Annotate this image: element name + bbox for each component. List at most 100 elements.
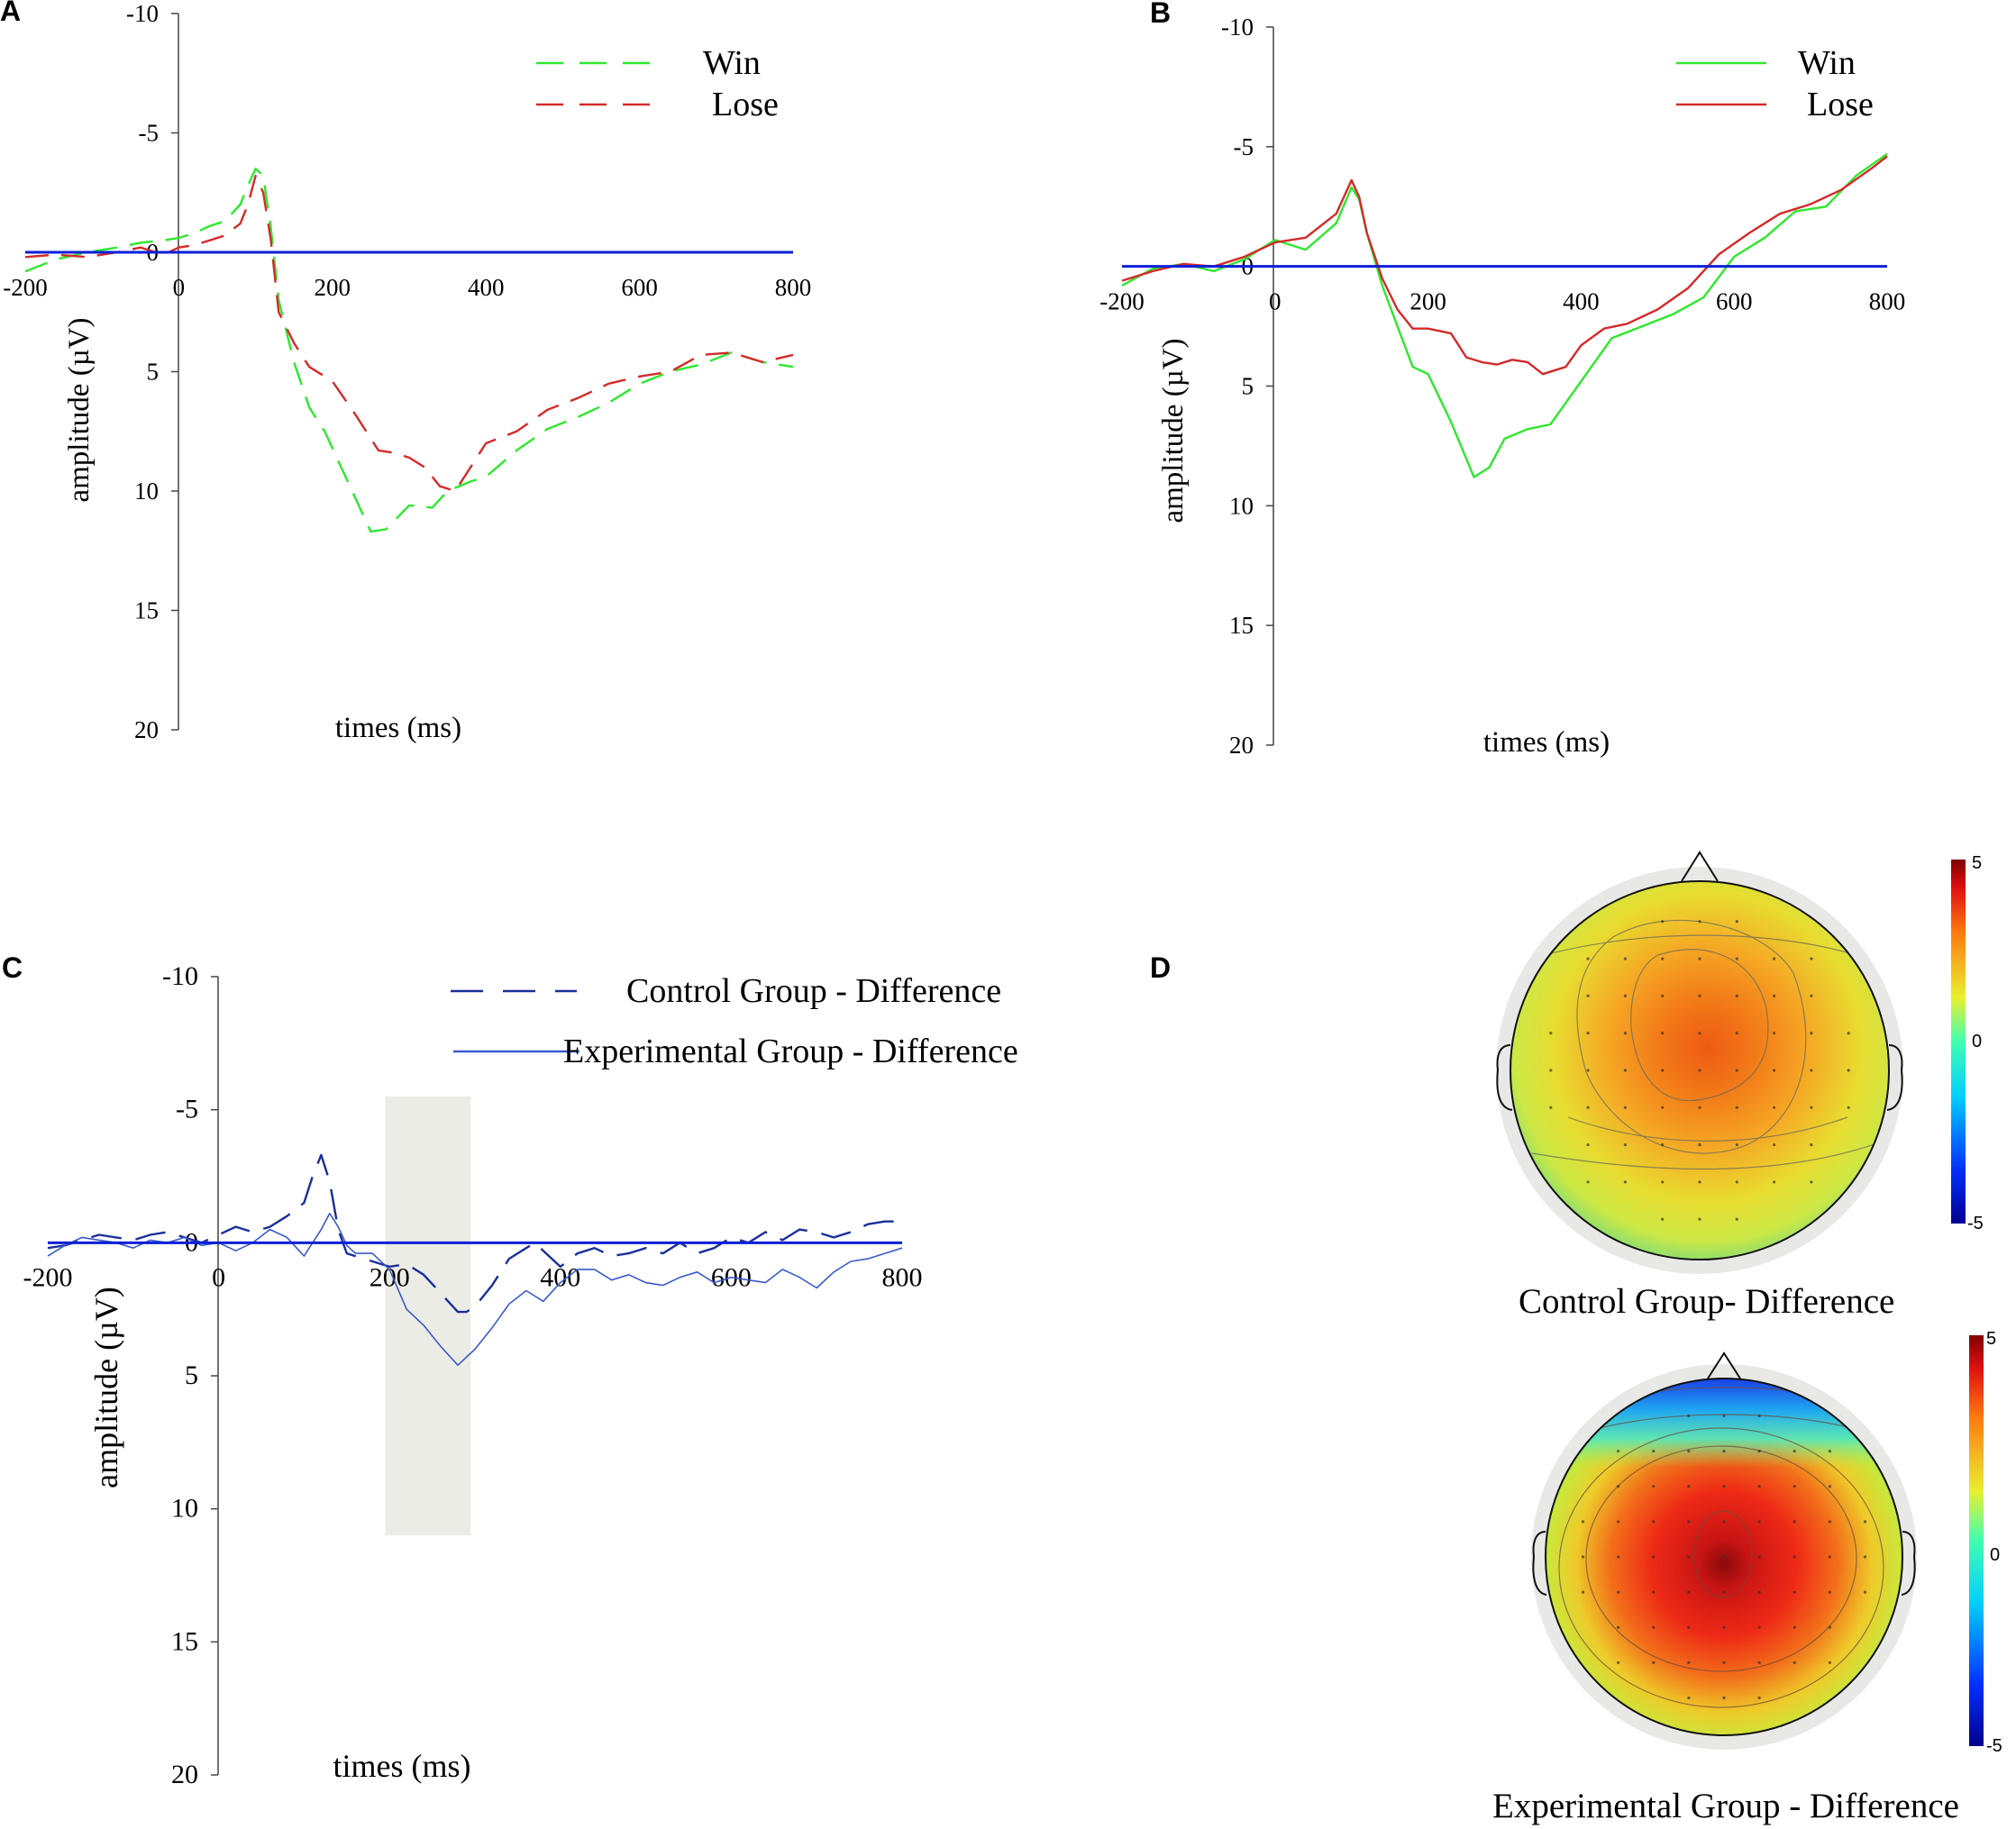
electrode-dot	[1735, 957, 1738, 960]
electrode-dot	[1828, 1661, 1831, 1664]
electrode-dot	[1722, 1696, 1726, 1700]
electrode-dot	[1735, 1106, 1738, 1109]
series-line-win	[24, 168, 794, 533]
electrode-dot	[1793, 1485, 1796, 1488]
panel-label-a: A	[0, 0, 22, 27]
x-tick-label: 800	[775, 274, 812, 301]
electrode-dot	[1757, 1520, 1761, 1524]
electrode-dot	[1793, 1590, 1796, 1594]
electrode-dot	[1661, 1143, 1665, 1147]
electrode-dot	[1661, 920, 1665, 924]
electrode-dot	[1698, 1217, 1701, 1221]
y-tick-label: 20	[1229, 732, 1254, 759]
series-line-control-group-difference	[47, 1153, 902, 1314]
electrode-dot	[1652, 1590, 1656, 1594]
electrode-dot	[1828, 1520, 1831, 1524]
electrode-dot	[1828, 1555, 1831, 1559]
electrode-dot	[1735, 920, 1738, 924]
electrode-dot	[1687, 1661, 1691, 1664]
x-tick-label: 200	[1409, 288, 1446, 315]
electrode-dot	[1810, 994, 1813, 997]
electrode-dot	[1722, 1485, 1726, 1488]
y-tick-label: 15	[134, 597, 159, 624]
electrode-dot	[1757, 1485, 1761, 1488]
electrode-dots	[1581, 1414, 1867, 1700]
topomap-control	[1496, 851, 1903, 1274]
electrode-dot	[1847, 1106, 1850, 1109]
electrode-dot	[1661, 1032, 1665, 1035]
electrode-dot	[1828, 1590, 1831, 1594]
y-tick-label: -5	[176, 1095, 198, 1124]
colorbar-experimental: 5 0 -5	[1969, 1329, 2002, 1756]
electrode-dot	[1722, 1450, 1726, 1453]
electrode-dot	[1722, 1414, 1726, 1418]
electrode-dot	[1698, 1180, 1701, 1184]
electrode-dot	[1722, 1661, 1726, 1664]
electrode-dot	[1735, 1180, 1738, 1184]
legend-label: Lose	[712, 86, 779, 123]
electrode-dot	[1735, 1032, 1738, 1035]
x-tick-label: 600	[1716, 288, 1753, 315]
electrode-dot	[1687, 1696, 1691, 1700]
electrode-dot	[1581, 1520, 1585, 1524]
electrode-dot	[1773, 1069, 1776, 1072]
y-axis-label: amplitude (µV)	[63, 317, 96, 502]
y-axis-label: amplitude (µV)	[1157, 338, 1190, 523]
electrode-dot	[1773, 957, 1776, 960]
electrode-dot	[1652, 1485, 1656, 1488]
electrode-dot	[1863, 1520, 1867, 1524]
electrode-dot	[1722, 1520, 1726, 1524]
electrode-dot	[1617, 1590, 1620, 1594]
electrode-dot	[1623, 1032, 1627, 1035]
electrode-dot	[1698, 1106, 1701, 1109]
electrode-dot	[1586, 1180, 1590, 1184]
electrode-dot	[1687, 1625, 1691, 1629]
electrode-dot	[1617, 1661, 1620, 1664]
electrode-dot	[1617, 1625, 1620, 1629]
electrode-dot	[1793, 1625, 1796, 1629]
x-axis-label: times (ms)	[1483, 726, 1610, 759]
electrode-dot	[1828, 1485, 1831, 1488]
electrode-dot	[1793, 1555, 1796, 1559]
electrode-dot	[1661, 1069, 1665, 1072]
electrode-dot	[1735, 1217, 1738, 1221]
electrode-dot	[1698, 920, 1701, 924]
electrode-dot	[1617, 1520, 1620, 1524]
x-axis-label: times (ms)	[333, 1748, 471, 1784]
y-tick-label: 10	[134, 478, 159, 505]
electrode-dot	[1623, 957, 1627, 960]
electrode-dot	[1687, 1485, 1691, 1488]
panel-label-c: C	[2, 951, 23, 984]
electrode-dot	[1757, 1661, 1761, 1664]
electrode-dot	[1687, 1520, 1691, 1524]
y-tick-label: -10	[126, 0, 159, 27]
series-line-experimental-group-difference	[47, 1212, 903, 1367]
electrode-dot	[1810, 1106, 1813, 1109]
electrode-dot	[1810, 957, 1813, 960]
colorbar-tick-min: -5	[1986, 1736, 2002, 1756]
series-line-lose	[1121, 155, 1888, 376]
x-tick-label: 600	[621, 274, 658, 301]
y-tick-label: -5	[1234, 133, 1254, 160]
electrode-dot	[1847, 1032, 1850, 1035]
electrode-dot	[1773, 1143, 1776, 1147]
legend-label: Control Group - Difference	[626, 972, 1001, 1010]
topography-panel-d: 5 0 -5 5 0 -5	[1496, 851, 2002, 1756]
electrode-dot	[1773, 994, 1776, 997]
electrode-dot	[1586, 1143, 1590, 1147]
electrode-dot	[1722, 1625, 1726, 1629]
electrode-dot	[1757, 1696, 1761, 1700]
electrode-dot	[1623, 1106, 1627, 1109]
legend-label: Win	[1798, 44, 1856, 82]
y-tick-label: 10	[171, 1494, 198, 1524]
colorbar-tick-mid: 0	[1990, 1545, 2000, 1565]
y-tick-label: -5	[139, 120, 160, 147]
electrode-dot	[1810, 1180, 1813, 1184]
panel-label-b: B	[1150, 0, 1172, 29]
y-tick-label: 15	[1229, 612, 1254, 639]
y-tick-label: 5	[147, 359, 160, 386]
electrode-dot	[1698, 957, 1701, 960]
electrode-dot	[1661, 957, 1665, 960]
electrode-dot	[1810, 1143, 1813, 1147]
